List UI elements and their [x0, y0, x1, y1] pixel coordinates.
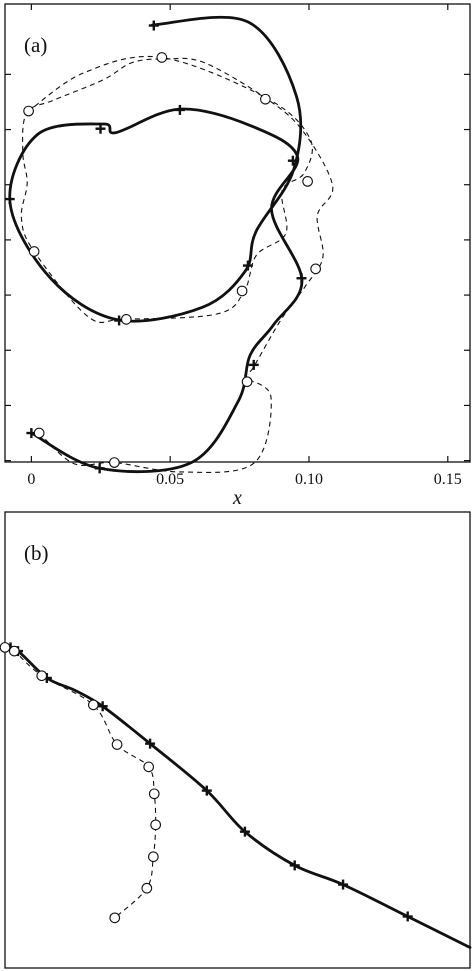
circle-marker	[36, 670, 48, 682]
series-line-dashed	[20, 55, 334, 473]
plus-marker	[296, 273, 307, 284]
circle-marker	[147, 851, 159, 863]
x-tick-label: 0.10	[295, 471, 323, 488]
panel-label: (b)	[24, 541, 49, 565]
circle-marker	[109, 457, 120, 468]
plus-marker	[148, 20, 159, 31]
circle-marker	[141, 882, 153, 894]
panel-a: 0 0.05 0.10 0.15 x (a)	[4, 3, 471, 509]
panel-b: (b)	[0, 511, 472, 969]
series-line-dashed	[4, 646, 157, 919]
plus-marker	[248, 359, 259, 370]
circle-marker	[148, 788, 160, 800]
plus-marker	[338, 879, 349, 890]
plus-marker	[174, 104, 185, 115]
plot-frame	[4, 511, 471, 969]
circle-marker	[111, 739, 123, 750]
plus-marker	[239, 826, 250, 837]
plus-marker	[145, 738, 156, 749]
circle-marker	[28, 246, 40, 257]
circle-marker	[241, 376, 253, 388]
circle-marker	[236, 285, 248, 297]
plus-marker	[95, 123, 106, 134]
plus-marker	[289, 860, 300, 871]
panel-label: (a)	[24, 33, 47, 57]
plus-marker	[201, 785, 212, 796]
x-tick-label: 0.15	[434, 471, 462, 488]
plus-marker	[402, 911, 413, 922]
circle-marker	[302, 176, 313, 187]
x-tick-label: 0	[27, 471, 35, 488]
circle-marker	[0, 642, 11, 653]
x-tick-label: 0.05	[156, 471, 184, 488]
plus-marker	[97, 701, 108, 712]
circle-marker	[310, 263, 321, 275]
circle-marker	[8, 645, 20, 657]
plus-marker	[94, 463, 105, 474]
plus-marker	[4, 194, 15, 205]
circle-marker	[150, 819, 162, 831]
x-axis-label: x	[232, 487, 242, 509]
plot-frame	[4, 3, 471, 463]
circle-marker	[23, 105, 34, 117]
circle-marker	[260, 93, 271, 105]
plus-marker	[242, 260, 253, 271]
circle-marker	[109, 912, 121, 924]
circle-marker	[143, 761, 155, 773]
plus-marker	[287, 155, 298, 166]
series-line-solid	[8, 15, 304, 474]
circle-marker	[87, 699, 99, 711]
circle-marker	[120, 314, 132, 325]
circle-marker	[156, 52, 168, 63]
circle-marker	[33, 427, 45, 439]
